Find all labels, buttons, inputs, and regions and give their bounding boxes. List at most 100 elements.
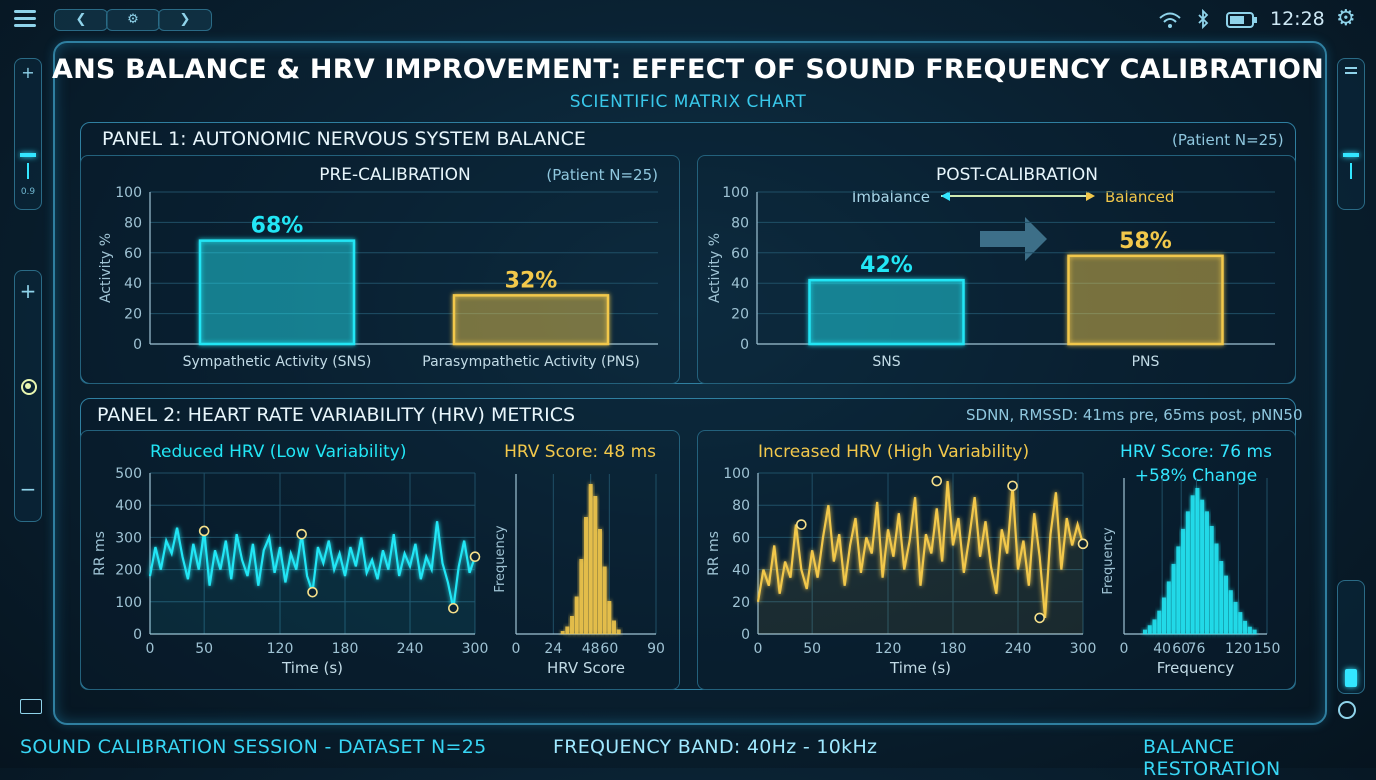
y-tick-label: 80 (124, 215, 142, 231)
x-tick-label: 50 (803, 641, 821, 657)
gear-icon[interactable]: ⚙ (1336, 6, 1356, 31)
settings-button[interactable]: ⚙ (106, 9, 160, 31)
x-axis-label: Frequency (1157, 659, 1235, 677)
histogram-bar (1252, 629, 1257, 634)
left-slider-rail[interactable]: + 0.9 (14, 58, 42, 210)
x-tick-label: 0 (146, 641, 155, 657)
x-tick-label: Sympathetic Activity (SNS) (183, 354, 372, 370)
mail-icon[interactable] (20, 699, 42, 714)
y-tick-label: 100 (722, 185, 749, 201)
footer-band-label: FREQUENCY BAND: 40Hz - 10kHz (553, 736, 878, 758)
right-slider-rail[interactable] (1337, 58, 1365, 210)
peak-marker (796, 519, 807, 530)
histogram-bar (1176, 546, 1181, 634)
peak-marker (469, 551, 481, 563)
wifi-icon[interactable] (1158, 10, 1182, 30)
bluetooth-icon[interactable] (1196, 9, 1210, 31)
zoom-rail[interactable]: + − (14, 270, 42, 522)
chart-note: (Patient N=25) (546, 166, 658, 184)
x-tick-label: 180 (332, 641, 359, 657)
panel-2-title: PANEL 2: HEART RATE VARIABILITY (HRV) ME… (97, 404, 576, 426)
slider-readout: 0.9 (20, 187, 36, 197)
x-tick-label: 300 (462, 641, 489, 657)
bar-value-label: 42% (860, 253, 913, 278)
histogram-bar (1243, 620, 1248, 634)
panel-1-title: PANEL 1: AUTONOMIC NERVOUS SYSTEM BALANC… (102, 128, 586, 150)
panel-1-note: (Patient N=25) (1172, 131, 1284, 149)
forward-button[interactable]: ❯ (158, 9, 212, 31)
histogram-bar (1219, 561, 1224, 634)
target-icon[interactable] (1338, 701, 1356, 719)
y-axis-label: Frequency (1101, 527, 1116, 594)
y-tick-label: 100 (115, 595, 142, 611)
x-tick-label: 48 (582, 641, 600, 657)
x-tick-label: 60 (1172, 641, 1190, 657)
bar (808, 278, 965, 346)
peak-marker (931, 475, 943, 487)
x-axis-label: Time (s) (889, 659, 951, 677)
zoom-out-button[interactable]: − (19, 477, 37, 501)
histogram-bar (616, 629, 621, 634)
zoom-handle[interactable] (25, 383, 31, 389)
x-tick-label: 240 (1005, 641, 1032, 657)
x-tick-label: 180 (940, 641, 967, 657)
x-tick-label: 300 (1070, 641, 1097, 657)
post-calibration-frame (697, 155, 1296, 384)
histogram-bar (1204, 511, 1209, 634)
chart-title: Reduced HRV (Low Variability) (150, 442, 406, 462)
x-tick-label: 90 (647, 641, 665, 657)
histogram-bar (579, 559, 584, 634)
pre-hrv-histogram: HRV Score: 48 ms 0 24 48 60 90 Frequency HRV Sc… (493, 442, 665, 677)
histogram-bar (588, 484, 593, 634)
arrow-left-icon (941, 191, 950, 201)
y-tick-label: 20 (731, 307, 749, 323)
y-tick-label: 60 (731, 246, 749, 262)
page-title: ANS BALANCE & HRV IMPROVEMENT: EFFECT OF… (52, 54, 1324, 85)
bar-value-label: 32% (505, 268, 558, 293)
histogram-bar (570, 616, 574, 634)
peak-marker (448, 602, 459, 614)
histogram-bar (565, 626, 570, 634)
x-axis-label: Time (s) (281, 659, 343, 677)
x-tick-label: 120 (1225, 641, 1252, 657)
peak-marker (296, 528, 307, 540)
pre-calibration-frame (80, 155, 680, 384)
clock-time: 12:28 (1270, 8, 1325, 30)
pre-calibration-chart: PRE-CALIBRATION (Patient N=25) 0 20 40 60 80 10… (98, 165, 658, 370)
bar-value-label: 68% (251, 214, 304, 239)
back-button[interactable]: ❮ (54, 9, 108, 31)
zoom-in-button[interactable]: + (19, 279, 37, 303)
histogram-bar (584, 517, 588, 634)
balanced-label: Balanced (1105, 188, 1174, 206)
panel-2 (80, 398, 1296, 690)
bar (1067, 254, 1224, 346)
menu-icon[interactable] (14, 10, 36, 28)
battery-icon (1226, 12, 1257, 28)
chart-title: HRV Score: 48 ms (504, 442, 656, 462)
change-annotation: +58% Change (1135, 466, 1258, 486)
y-tick-label: 60 (124, 246, 142, 262)
right-level-rail[interactable] (1337, 580, 1365, 694)
post-calibration-chart: POST-CALIBRATION Imbalance Balanced 0 20 40 60… (707, 165, 1275, 370)
plus-icon[interactable]: + (21, 63, 35, 82)
x-tick-label: 24 (544, 641, 562, 657)
x-tick-label: 120 (267, 641, 294, 657)
y-tick-label: 0 (133, 337, 142, 353)
bar (198, 239, 356, 346)
x-tick-label: 76 (1188, 641, 1206, 657)
chart-title: HRV Score: 76 ms (1120, 442, 1272, 462)
footer-status-label: BALANCE RESTORATION (1143, 736, 1281, 780)
footer-session-label: SOUND CALIBRATION SESSION - DATASET N=25 (20, 736, 487, 758)
x-tick-label: SNS (872, 354, 900, 370)
imbalance-label: Imbalance (852, 188, 930, 206)
y-tick-label: 40 (732, 563, 750, 579)
top-bar: ❮ ⚙ ❯ 12:28 ⚙ (0, 0, 1376, 40)
y-axis-label: RR ms (706, 531, 722, 576)
histogram-bar (1214, 543, 1219, 634)
x-tick-label: 240 (397, 641, 424, 657)
y-tick-label: 80 (731, 215, 749, 231)
y-tick-label: 0 (740, 337, 749, 353)
histogram-bar (574, 596, 579, 634)
chart-title: PRE-CALIBRATION (319, 165, 471, 185)
